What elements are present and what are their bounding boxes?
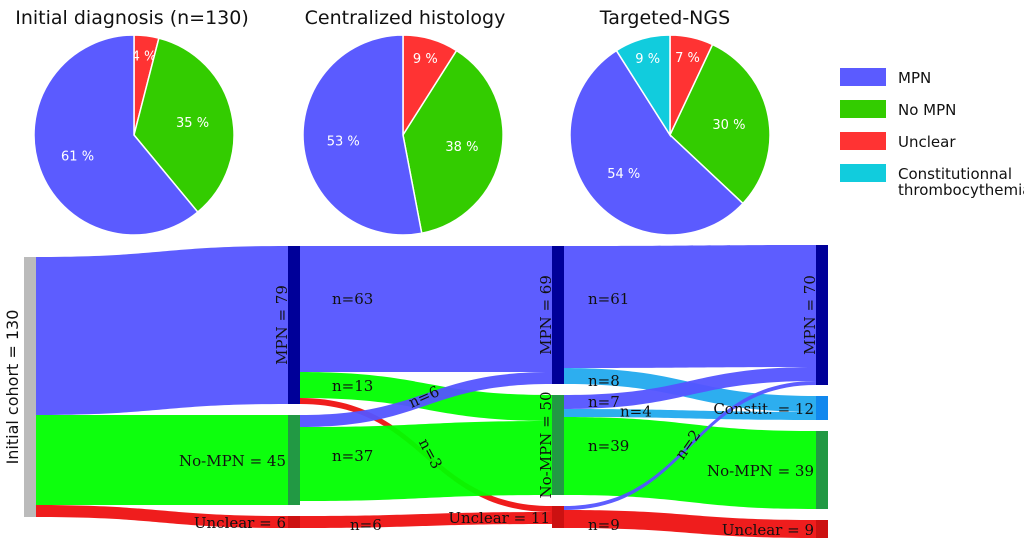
sankey-link-label: n=39 <box>588 437 629 455</box>
sankey-node-label: MPN = 70 <box>801 275 819 355</box>
pie-chart-1: Initial diagnosis (n=130) 4 % 35 % 61 % <box>15 7 249 236</box>
sankey-link <box>564 409 816 420</box>
pie-chart-3: Targeted-NGS 7 % 30 % 54 % 9 % <box>569 7 771 236</box>
sankey-node-label: No-MPN = 50 <box>537 392 555 499</box>
pie-slice-label: 53 % <box>327 135 360 150</box>
sankey-link <box>36 246 288 415</box>
sankey-link-label: n=13 <box>332 377 373 395</box>
sankey-node-d_mpn <box>288 246 300 404</box>
sankey-link <box>564 417 816 509</box>
pie-slice-label: 61 % <box>61 149 94 164</box>
pie-title: Initial diagnosis (n=130) <box>15 7 249 29</box>
sankey-link <box>300 421 552 501</box>
sankey-link-label: n=4 <box>620 403 652 421</box>
pie-slice <box>402 49 504 235</box>
sankey-link-label: n=8 <box>588 372 620 390</box>
legend-label: Constitutionnal <box>898 165 1012 183</box>
sankey-link <box>564 245 816 368</box>
pie-slice <box>302 34 423 236</box>
sankey-link-label: n=63 <box>332 290 373 308</box>
sankey-node-n_con <box>816 396 828 420</box>
pie-slice <box>569 49 744 236</box>
sankey-link <box>564 381 816 510</box>
pie-slice-label: 54 % <box>607 167 640 182</box>
sankey-node-d_no <box>288 415 300 505</box>
pie-chart-2: Centralized histology 9 % 38 % 53 % <box>302 7 506 236</box>
sankey-link <box>300 512 552 528</box>
legend-label: Unclear <box>898 133 956 151</box>
legend-swatch-nompn <box>840 100 886 118</box>
pie-title: Targeted-NGS <box>599 7 730 29</box>
pie-slice-label: 9 % <box>635 52 660 67</box>
pie-slice-label: 35 % <box>176 116 209 131</box>
sankey-labels: n=63n=13n=3n=6n=37n=6n=61n=8n=7n=4n=39 n=… <box>3 275 819 539</box>
pie-slice <box>33 34 199 236</box>
sankey-node-label: Unclear = 6 <box>194 514 286 532</box>
legend-label: No MPN <box>898 101 956 119</box>
sankey-node-h_un <box>552 506 564 528</box>
pie-slice-label: 4 % <box>132 50 157 65</box>
sankey-node-label: Initial cohort = 130 <box>3 310 22 465</box>
legend-swatch-unclear <box>840 132 886 150</box>
sankey-link-label: n=61 <box>588 290 629 308</box>
sankey-node-n_no <box>816 431 828 509</box>
sankey-link-label: n=37 <box>332 447 373 465</box>
sankey-node-h_no <box>552 395 564 495</box>
sankey-nodes <box>24 245 828 538</box>
sankey-link <box>300 372 552 427</box>
pie-slice <box>669 43 771 205</box>
sankey-links <box>36 245 816 538</box>
sankey-node-n_un <box>816 520 828 538</box>
sankey-link <box>36 415 288 505</box>
sankey-link <box>564 367 816 409</box>
pie-slice <box>133 37 235 214</box>
pie-title: Centralized histology <box>305 7 506 29</box>
legend-label: MPN <box>898 69 931 87</box>
sankey-link-label: n=7 <box>588 393 620 411</box>
sankey-link-label: n=9 <box>588 516 620 534</box>
sankey-link-label: n=6 <box>350 516 382 534</box>
pie-slice-label: 30 % <box>712 118 745 133</box>
sankey-node-label: Unclear = 9 <box>722 521 814 539</box>
sankey-node-n_mpn <box>816 245 828 385</box>
pie-slice-label: 7 % <box>675 51 700 66</box>
sankey-node-init <box>24 257 36 517</box>
pie-slice-label: 38 % <box>445 140 478 155</box>
sankey-chart: n=63n=13n=3n=6n=37n=6n=61n=8n=7n=4n=39 n=… <box>3 245 828 539</box>
sankey-node-label: MPN = 69 <box>537 275 555 355</box>
pie-slice-label: 9 % <box>413 52 438 67</box>
legend-swatch-mpn <box>840 68 886 86</box>
sankey-node-label: No-MPN = 45 <box>179 452 286 470</box>
sankey-link <box>564 510 816 538</box>
legend-label-line2: thrombocythemia <box>898 181 1024 199</box>
legend: MPN No MPN Unclear Constitutionnalthrombocy… <box>840 68 1024 199</box>
sankey-node-h_mpn <box>552 246 564 384</box>
sankey-node-label: MPN = 79 <box>273 285 291 365</box>
sankey-link <box>36 505 288 528</box>
sankey-node-label: Constit. = 12 <box>713 400 814 418</box>
pie-slice <box>615 34 671 138</box>
sankey-node-d_un <box>288 516 300 528</box>
sankey-node-label: No-MPN = 39 <box>707 462 814 480</box>
sankey-link <box>300 246 552 372</box>
legend-swatch-constit <box>840 164 886 182</box>
sankey-node-label: Unclear = 11 <box>448 509 550 527</box>
